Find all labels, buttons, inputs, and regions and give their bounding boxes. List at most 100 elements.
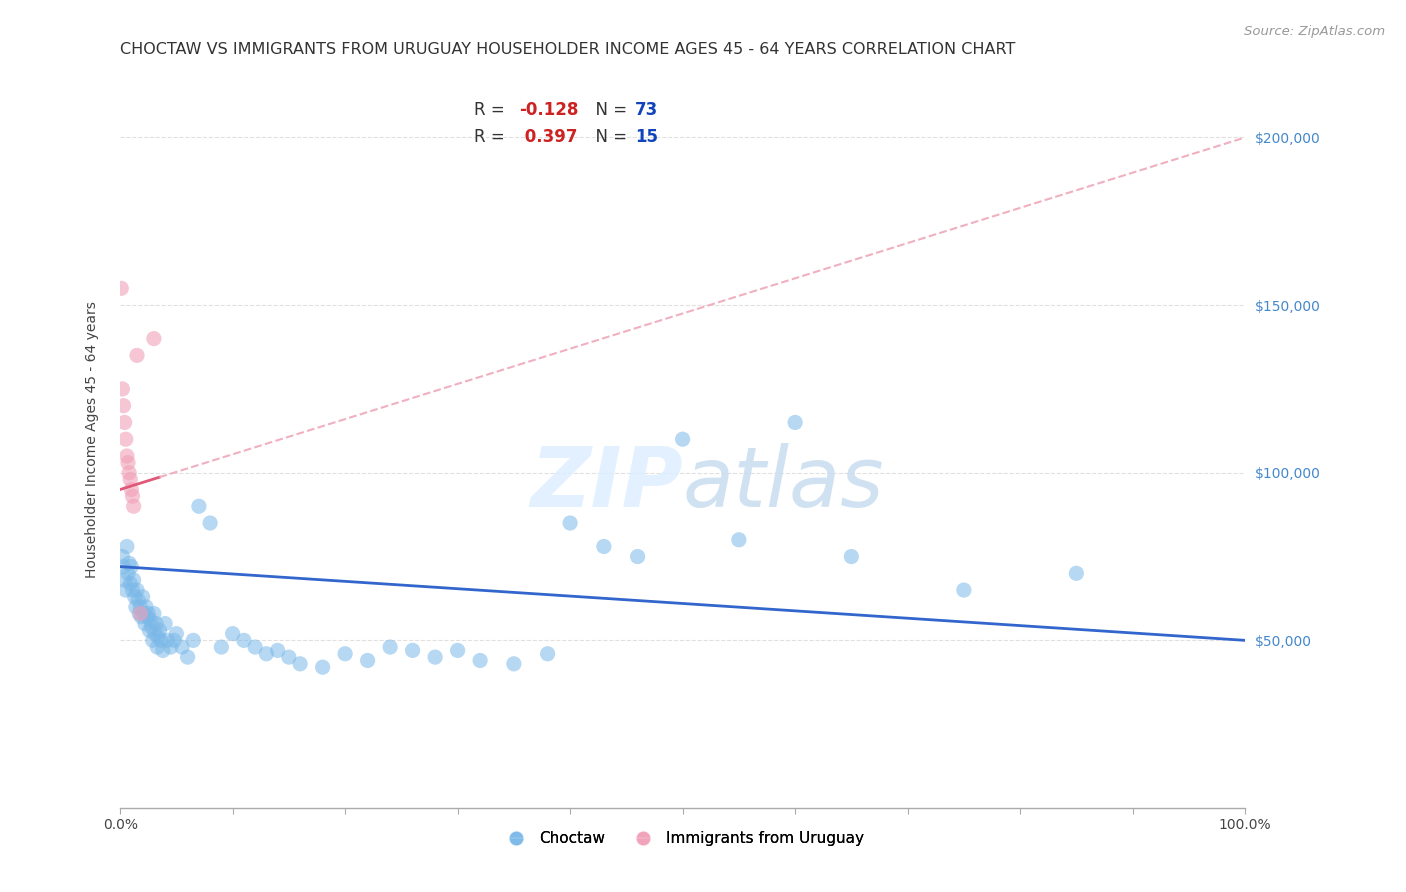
Point: [146, 640, 169, 654]
Point: [558, 516, 581, 530]
Legend: Choctaw, Immigrants from Uruguay: Choctaw, Immigrants from Uruguay: [495, 825, 870, 852]
Point: [142, 633, 165, 648]
Point: [148, 630, 170, 644]
Point: [122, 500, 145, 514]
Text: CHOCTAW VS IMMIGRANTS FROM URUGUAY HOUSEHOLDER INCOME AGES 45 - 64 YEARS CORRELA: CHOCTAW VS IMMIGRANTS FROM URUGUAY HOUSE…: [120, 42, 1015, 57]
Text: atlas: atlas: [683, 443, 884, 524]
Point: [1066, 566, 1088, 581]
Point: [592, 540, 614, 554]
Point: [131, 590, 153, 604]
Point: [141, 620, 163, 634]
Point: [129, 607, 152, 621]
Point: [120, 576, 142, 591]
Text: ZIP: ZIP: [530, 443, 683, 524]
Point: [110, 281, 132, 295]
Point: [138, 624, 160, 638]
Point: [125, 348, 148, 362]
Point: [125, 599, 148, 614]
Text: N =: N =: [585, 102, 633, 120]
Point: [277, 650, 299, 665]
Point: [142, 607, 165, 621]
Point: [152, 643, 174, 657]
Point: [163, 633, 186, 648]
Point: [145, 616, 167, 631]
Point: [118, 466, 141, 480]
Point: [114, 573, 136, 587]
Point: [112, 399, 135, 413]
Point: [446, 643, 468, 657]
Point: [378, 640, 401, 654]
Point: [128, 607, 150, 621]
Point: [131, 610, 153, 624]
Point: [124, 590, 146, 604]
Text: 73: 73: [636, 102, 658, 120]
Text: Source: ZipAtlas.com: Source: ZipAtlas.com: [1244, 25, 1385, 38]
Point: [143, 626, 166, 640]
Point: [288, 657, 311, 671]
Point: [118, 556, 141, 570]
Point: [165, 626, 187, 640]
Point: [135, 599, 157, 614]
Point: [122, 573, 145, 587]
Point: [114, 432, 136, 446]
Point: [129, 599, 152, 614]
Point: [468, 653, 491, 667]
Point: [209, 640, 232, 654]
Point: [117, 566, 139, 581]
Point: [198, 516, 221, 530]
Point: [149, 633, 172, 648]
Point: [125, 583, 148, 598]
Point: [176, 650, 198, 665]
Point: [148, 624, 170, 638]
Point: [136, 607, 159, 621]
Point: [121, 583, 143, 598]
Point: [785, 416, 807, 430]
Point: [221, 626, 243, 640]
Point: [502, 657, 524, 671]
Point: [232, 633, 254, 648]
Point: [953, 583, 976, 598]
Text: 15: 15: [636, 128, 658, 146]
Point: [254, 647, 277, 661]
Point: [423, 650, 446, 665]
Point: [117, 456, 139, 470]
Point: [134, 616, 156, 631]
Y-axis label: Householder Income Ages 45 - 64 years: Householder Income Ages 45 - 64 years: [86, 301, 100, 578]
Point: [181, 633, 204, 648]
Point: [114, 416, 136, 430]
Point: [159, 640, 181, 654]
Point: [115, 540, 138, 554]
Point: [111, 549, 134, 564]
Point: [136, 610, 159, 624]
Point: [626, 549, 648, 564]
Point: [311, 660, 333, 674]
Text: -0.128: -0.128: [519, 102, 579, 120]
Text: R =: R =: [474, 102, 510, 120]
Point: [120, 559, 142, 574]
Text: N =: N =: [585, 128, 633, 146]
Point: [120, 483, 142, 497]
Point: [841, 549, 863, 564]
Point: [156, 633, 179, 648]
Point: [672, 432, 695, 446]
Text: 0.397: 0.397: [519, 128, 578, 146]
Point: [266, 643, 288, 657]
Point: [187, 500, 209, 514]
Point: [115, 449, 138, 463]
Point: [132, 607, 155, 621]
Point: [114, 583, 136, 598]
Point: [139, 613, 162, 627]
Point: [111, 382, 134, 396]
Point: [120, 472, 142, 486]
Point: [142, 332, 165, 346]
Point: [127, 593, 149, 607]
Point: [243, 640, 266, 654]
Point: [153, 616, 176, 631]
Point: [170, 640, 193, 654]
Point: [536, 647, 558, 661]
Point: [333, 647, 356, 661]
Point: [112, 559, 135, 574]
Text: R =: R =: [474, 128, 510, 146]
Point: [728, 533, 751, 547]
Point: [121, 489, 143, 503]
